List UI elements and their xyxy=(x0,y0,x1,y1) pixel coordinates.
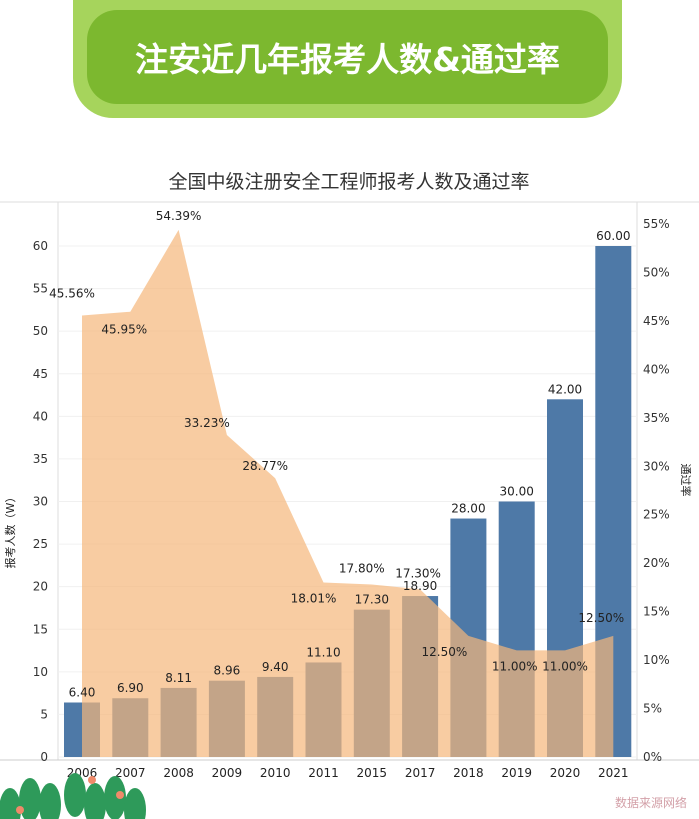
area-value-label: 17.30% xyxy=(395,566,441,580)
y2-tick-label: 0% xyxy=(643,750,662,764)
x-tick-label: 2009 xyxy=(212,766,243,780)
y2-tick-label: 55% xyxy=(643,217,670,231)
y-tick-label: 40 xyxy=(33,409,48,423)
source-note: 数据来源网络 xyxy=(614,796,687,810)
y2-tick-label: 30% xyxy=(643,459,670,473)
y-tick-label: 45 xyxy=(33,367,48,381)
bar-value-label: 42.00 xyxy=(548,382,582,396)
y-tick-label: 20 xyxy=(33,580,48,594)
area-value-label: 45.95% xyxy=(101,323,147,337)
y2-tick-label: 45% xyxy=(643,314,670,328)
banner: 注安近几年报考人数&通过率 xyxy=(73,0,622,118)
area-value-label: 17.80% xyxy=(339,562,385,576)
bar-value-label: 6.90 xyxy=(117,681,144,695)
bar-value-label: 18.90 xyxy=(403,579,437,593)
area-value-label: 18.01% xyxy=(291,591,337,605)
y-tick-label: 0 xyxy=(40,750,48,764)
flower-icon xyxy=(116,791,124,799)
y2-tick-label: 5% xyxy=(643,702,662,716)
y2-axis-label: 通过率 xyxy=(679,464,693,497)
plant-leaf-icon xyxy=(19,778,41,819)
y-tick-label: 55 xyxy=(33,282,48,296)
y2-tick-label: 35% xyxy=(643,411,670,425)
bar-value-label: 17.30 xyxy=(355,593,389,607)
x-tick-label: 2007 xyxy=(115,766,146,780)
y-tick-label: 5 xyxy=(40,707,48,721)
y2-tick-label: 40% xyxy=(643,362,670,376)
bar-value-label: 6.40 xyxy=(69,685,96,699)
bar-value-label: 9.40 xyxy=(262,660,289,674)
area-value-label: 12.50% xyxy=(422,645,468,659)
plant-leaf-icon xyxy=(39,783,61,819)
x-tick-label: 2020 xyxy=(550,766,581,780)
y-tick-label: 25 xyxy=(33,537,48,551)
y-tick-label: 15 xyxy=(33,622,48,636)
y2-tick-label: 50% xyxy=(643,265,670,279)
bar-value-label: 30.00 xyxy=(500,485,534,499)
y2-tick-label: 10% xyxy=(643,653,670,667)
x-tick-label: 2018 xyxy=(453,766,484,780)
bar-value-label: 11.10 xyxy=(306,645,340,659)
y-tick-label: 60 xyxy=(33,239,48,253)
flower-icon xyxy=(88,776,96,784)
plant-leaf-icon xyxy=(84,783,106,819)
y-tick-label: 50 xyxy=(33,324,48,338)
area-value-label: 54.39% xyxy=(156,209,202,223)
bar-value-label: 8.11 xyxy=(165,671,192,685)
plant-leaf-icon xyxy=(0,788,21,819)
y2-tick-label: 15% xyxy=(643,605,670,619)
x-tick-label: 2017 xyxy=(405,766,436,780)
area-value-label: 11.00% xyxy=(492,659,538,673)
banner-title: 注安近几年报考人数&通过率 xyxy=(87,10,608,104)
y2-tick-label: 20% xyxy=(643,556,670,570)
area-value-label: 45.56% xyxy=(49,286,95,300)
x-tick-label: 2011 xyxy=(308,766,339,780)
x-tick-label: 2010 xyxy=(260,766,291,780)
plant-leaf-icon xyxy=(124,788,146,819)
plant-leaf-icon xyxy=(64,773,86,817)
y-tick-label: 10 xyxy=(33,665,48,679)
bar-value-label: 28.00 xyxy=(451,502,485,516)
chart: 全国中级注册安全工程师报考人数及通过率 0 5 10 15 20 25 30 35 40 45 50 5… xyxy=(0,171,699,819)
x-tick-label: 2015 xyxy=(357,766,388,780)
y-axis-label: 报考人数（W） xyxy=(3,492,17,569)
x-tick-label: 2021 xyxy=(598,766,629,780)
pass-rate-area xyxy=(82,229,614,758)
y-tick-label: 35 xyxy=(33,452,48,466)
area-value-label: 33.23% xyxy=(184,416,230,430)
plant-leaf-icon xyxy=(104,776,126,819)
flower-icon xyxy=(16,806,24,814)
x-tick-label: 2008 xyxy=(163,766,194,780)
y-tick-label: 30 xyxy=(33,495,48,509)
y2-tick-label: 25% xyxy=(643,508,670,522)
x-tick-label: 2019 xyxy=(501,766,532,780)
bar-value-label: 60.00 xyxy=(596,229,630,243)
area-value-label: 28.77% xyxy=(242,459,288,473)
bar-value-label: 8.96 xyxy=(214,664,241,678)
chart-title: 全国中级注册安全工程师报考人数及通过率 xyxy=(168,171,529,193)
area-value-label: 11.00% xyxy=(542,659,588,673)
area-value-label: 12.50% xyxy=(578,611,624,625)
